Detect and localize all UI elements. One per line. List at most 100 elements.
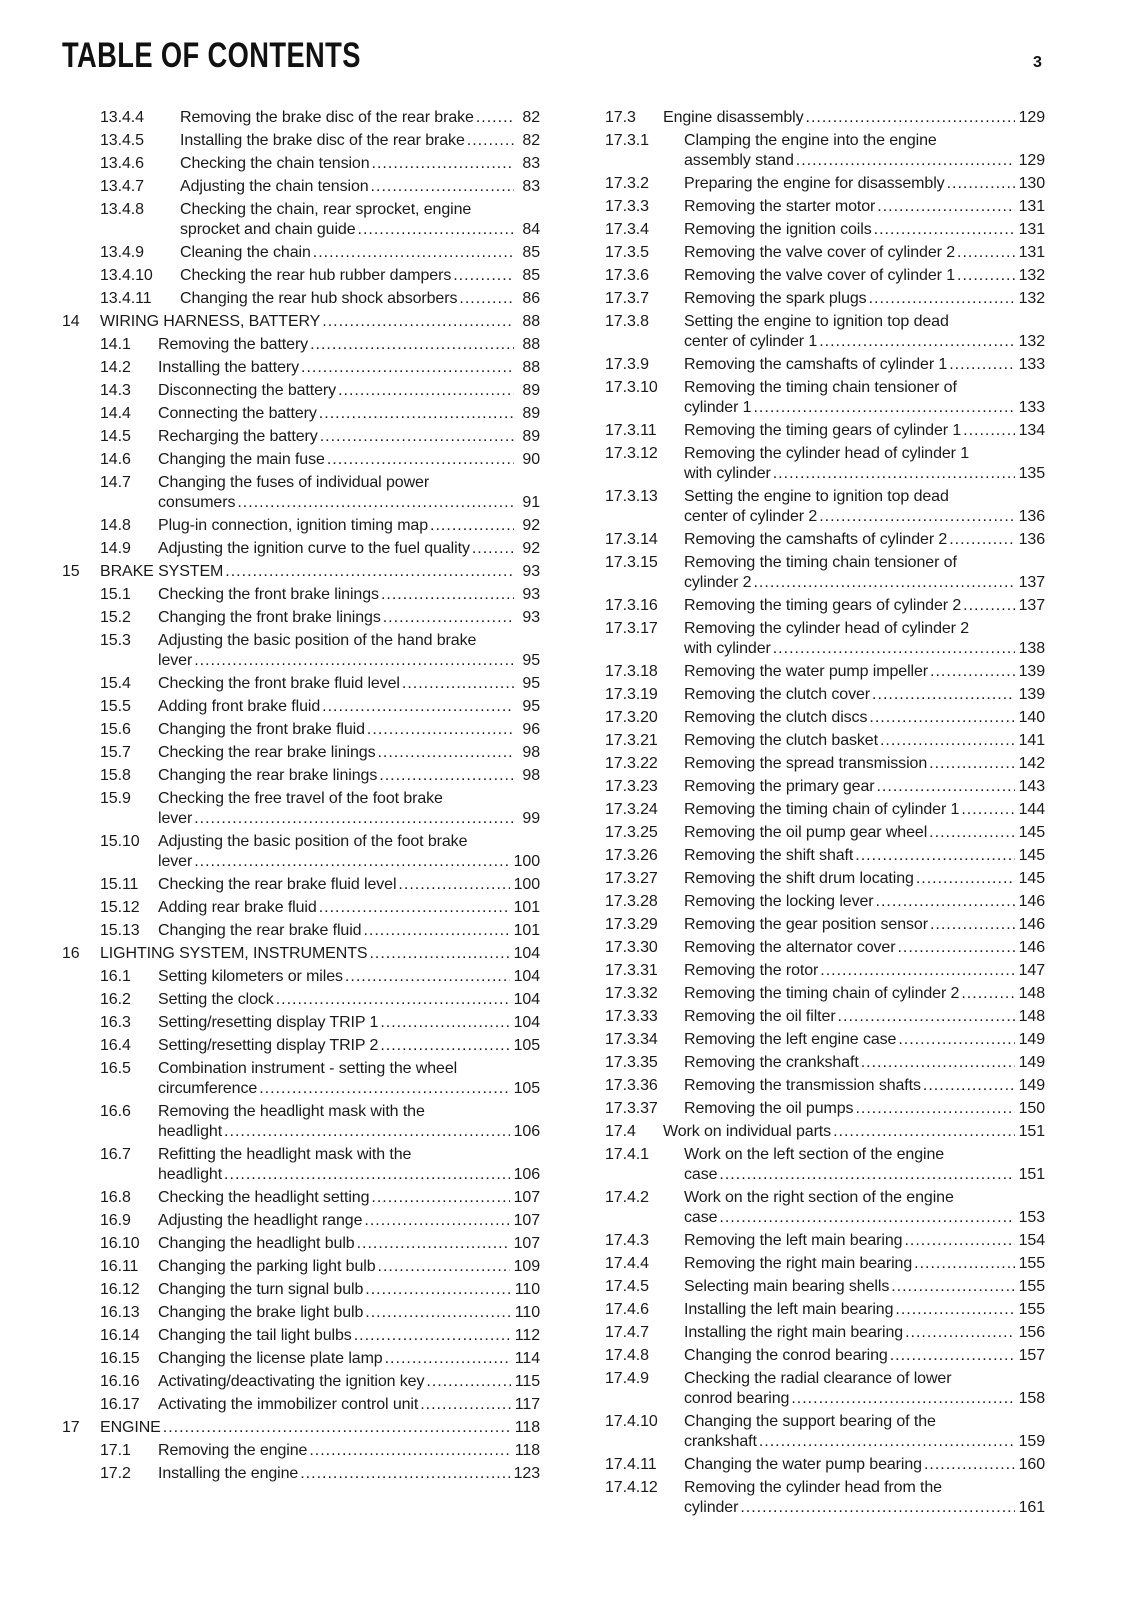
toc-entry[interactable]: 14.3 Disconnecting the battery 89 xyxy=(60,381,540,401)
toc-entry[interactable]: 17.3.10 Removing the timing chain tension… xyxy=(603,378,1045,418)
toc-entry[interactable]: 17.3.14 Removing the camshafts of cylinde… xyxy=(603,530,1045,550)
toc-entry[interactable]: 17.3.17 Removing the cylinder head of cyl… xyxy=(603,619,1045,659)
toc-entry[interactable]: 17.3.36 Removing the transmission shafts 1… xyxy=(603,1076,1045,1096)
toc-entry[interactable]: 16.9 Adjusting the headlight range 107 xyxy=(60,1211,540,1231)
toc-entry[interactable]: 17.3.33 Removing the oil filter 148 xyxy=(603,1007,1045,1027)
toc-entry[interactable]: 16 LIGHTING SYSTEM, INSTRUMENTS 104 xyxy=(60,944,540,964)
toc-entry[interactable]: 17.3.8 Setting the engine to ignition top… xyxy=(603,312,1045,352)
toc-entry[interactable]: 16.2 Setting the clock 104 xyxy=(60,990,540,1010)
toc-entry[interactable]: 17.3.5 Removing the valve cover of cylind… xyxy=(603,243,1045,263)
toc-entry[interactable]: 17.3.11 Removing the timing gears of cyli… xyxy=(603,421,1045,441)
toc-entry[interactable]: 17.3.32 Removing the timing chain of cyli… xyxy=(603,984,1045,1004)
toc-entry[interactable]: 17.4.1 Work on the left section of the en… xyxy=(603,1145,1045,1185)
toc-entry[interactable]: 14.5 Recharging the battery 89 xyxy=(60,427,540,447)
toc-entry[interactable]: 15.4 Checking the front brake fluid level… xyxy=(60,674,540,694)
toc-entry[interactable]: 14.7 Changing the fuses of individual pow… xyxy=(60,473,540,513)
toc-entry[interactable]: 17.3.24 Removing the timing chain of cyli… xyxy=(603,800,1045,820)
toc-entry[interactable]: 17.3.23 Removing the primary gear 143 xyxy=(603,777,1045,797)
toc-entry[interactable]: 16.15 Changing the license plate lamp 114 xyxy=(60,1349,540,1369)
toc-entry[interactable]: 16.4 Setting/resetting display TRIP 2 105 xyxy=(60,1036,540,1056)
toc-entry[interactable]: 17.3.20 Removing the clutch discs 140 xyxy=(603,708,1045,728)
toc-entry[interactable]: 16.16 Activating/deactivating the ignitio… xyxy=(60,1372,540,1392)
toc-entry[interactable]: 17.3.28 Removing the locking lever 146 xyxy=(603,892,1045,912)
toc-entry[interactable]: 14.8 Plug-in connection, ignition timing … xyxy=(60,516,540,536)
toc-entry[interactable]: 14.4 Connecting the battery 89 xyxy=(60,404,540,424)
toc-entry[interactable]: 17.3.27 Removing the shift drum locating 1… xyxy=(603,869,1045,889)
toc-entry[interactable]: 17.4.7 Installing the right main bearing 1… xyxy=(603,1323,1045,1343)
toc-entry[interactable]: 17.3.12 Removing the cylinder head of cyl… xyxy=(603,444,1045,484)
toc-entry[interactable]: 13.4.5 Installing the brake disc of the r… xyxy=(60,131,540,151)
toc-entry[interactable]: 17.3.34 Removing the left engine case 149 xyxy=(603,1030,1045,1050)
toc-entry[interactable]: 15.2 Changing the front brake linings 93 xyxy=(60,608,540,628)
toc-entry[interactable]: 13.4.7 Adjusting the chain tension 83 xyxy=(60,177,540,197)
toc-entry[interactable]: 15.5 Adding front brake fluid 95 xyxy=(60,697,540,717)
toc-entry[interactable]: 17.3.1 Clamping the engine into the engin… xyxy=(603,131,1045,171)
toc-entry[interactable]: 17.4.4 Removing the right main bearing 155 xyxy=(603,1254,1045,1274)
toc-entry[interactable]: 17.3.3 Removing the starter motor 131 xyxy=(603,197,1045,217)
toc-entry[interactable]: 16.6 Removing the headlight mask with the… xyxy=(60,1102,540,1142)
toc-entry[interactable]: 15.3 Adjusting the basic position of the … xyxy=(60,631,540,671)
toc-entry[interactable]: 15.7 Checking the rear brake linings 98 xyxy=(60,743,540,763)
toc-entry[interactable]: 17.3.31 Removing the rotor 147 xyxy=(603,961,1045,981)
toc-entry[interactable]: 15 BRAKE SYSTEM 93 xyxy=(60,562,540,582)
toc-entry[interactable]: 17.3.15 Removing the timing chain tension… xyxy=(603,553,1045,593)
toc-entry[interactable]: 17.3.29 Removing the gear position sensor… xyxy=(603,915,1045,935)
toc-entry[interactable]: 14.2 Installing the battery 88 xyxy=(60,358,540,378)
toc-entry[interactable]: 17.3.6 Removing the valve cover of cylind… xyxy=(603,266,1045,286)
toc-entry[interactable]: 16.8 Checking the headlight setting 107 xyxy=(60,1188,540,1208)
toc-entry[interactable]: 17.1 Removing the engine 118 xyxy=(60,1441,540,1461)
toc-entry[interactable]: 17.3.18 Removing the water pump impeller 1… xyxy=(603,662,1045,682)
toc-entry[interactable]: 14 WIRING HARNESS, BATTERY 88 xyxy=(60,312,540,332)
toc-entry[interactable]: 16.12 Changing the turn signal bulb 110 xyxy=(60,1280,540,1300)
toc-entry[interactable]: 17.3.26 Removing the shift shaft 145 xyxy=(603,846,1045,866)
toc-entry[interactable]: 14.9 Adjusting the ignition curve to the … xyxy=(60,539,540,559)
toc-entry[interactable]: 13.4.6 Checking the chain tension 83 xyxy=(60,154,540,174)
toc-entry[interactable]: 17.3.37 Removing the oil pumps 150 xyxy=(603,1099,1045,1119)
toc-entry[interactable]: 17.3.4 Removing the ignition coils 131 xyxy=(603,220,1045,240)
toc-entry[interactable]: 17.4.9 Checking the radial clearance of l… xyxy=(603,1369,1045,1409)
toc-entry[interactable]: 16.5 Combination instrument - setting the… xyxy=(60,1059,540,1099)
toc-entry[interactable]: 15.12 Adding rear brake fluid 101 xyxy=(60,898,540,918)
toc-entry[interactable]: 17.3.2 Preparing the engine for disassemb… xyxy=(603,174,1045,194)
toc-entry[interactable]: 17.3.35 Removing the crankshaft 149 xyxy=(603,1053,1045,1073)
toc-entry[interactable]: 17.4.2 Work on the right section of the e… xyxy=(603,1188,1045,1228)
toc-entry[interactable]: 15.13 Changing the rear brake fluid 101 xyxy=(60,921,540,941)
toc-entry[interactable]: 13.4.9 Cleaning the chain 85 xyxy=(60,243,540,263)
toc-entry[interactable]: 17 ENGINE 118 xyxy=(60,1418,540,1438)
toc-entry[interactable]: 17.3.22 Removing the spread transmission 1… xyxy=(603,754,1045,774)
toc-entry[interactable]: 16.10 Changing the headlight bulb 107 xyxy=(60,1234,540,1254)
toc-entry[interactable]: 17.4.12 Removing the cylinder head from t… xyxy=(603,1478,1045,1518)
toc-entry[interactable]: 16.17 Activating the immobilizer control … xyxy=(60,1395,540,1415)
toc-entry[interactable]: 15.8 Changing the rear brake linings 98 xyxy=(60,766,540,786)
toc-entry[interactable]: 17.3.7 Removing the spark plugs 132 xyxy=(603,289,1045,309)
toc-entry[interactable]: 17.4.11 Changing the water pump bearing 16… xyxy=(603,1455,1045,1475)
toc-entry[interactable]: 17.3.19 Removing the clutch cover 139 xyxy=(603,685,1045,705)
toc-entry[interactable]: 16.13 Changing the brake light bulb 110 xyxy=(60,1303,540,1323)
toc-entry[interactable]: 17.3.13 Setting the engine to ignition to… xyxy=(603,487,1045,527)
toc-entry[interactable]: 13.4.4 Removing the brake disc of the rea… xyxy=(60,108,540,128)
toc-entry[interactable]: 17.4.10 Changing the support bearing of t… xyxy=(603,1412,1045,1452)
toc-entry[interactable]: 17.3.16 Removing the timing gears of cyli… xyxy=(603,596,1045,616)
toc-entry[interactable]: 15.10 Adjusting the basic position of the… xyxy=(60,832,540,872)
toc-entry[interactable]: 16.3 Setting/resetting display TRIP 1 104 xyxy=(60,1013,540,1033)
toc-entry[interactable]: 15.6 Changing the front brake fluid 96 xyxy=(60,720,540,740)
toc-entry[interactable]: 13.4.11 Changing the rear hub shock absor… xyxy=(60,289,540,309)
toc-entry[interactable]: 13.4.10 Checking the rear hub rubber damp… xyxy=(60,266,540,286)
toc-entry[interactable]: 17.3.21 Removing the clutch basket 141 xyxy=(603,731,1045,751)
toc-entry[interactable]: 16.7 Refitting the headlight mask with th… xyxy=(60,1145,540,1185)
toc-entry[interactable]: 14.1 Removing the battery 88 xyxy=(60,335,540,355)
toc-entry[interactable]: 15.9 Checking the free travel of the foot… xyxy=(60,789,540,829)
toc-entry[interactable]: 17.4.3 Removing the left main bearing 154 xyxy=(603,1231,1045,1251)
toc-entry[interactable]: 15.1 Checking the front brake linings 93 xyxy=(60,585,540,605)
toc-entry[interactable]: 17.4 Work on individual parts 151 xyxy=(603,1122,1045,1142)
toc-entry[interactable]: 17.3.25 Removing the oil pump gear wheel 1… xyxy=(603,823,1045,843)
toc-entry[interactable]: 14.6 Changing the main fuse 90 xyxy=(60,450,540,470)
toc-entry[interactable]: 17.4.6 Installing the left main bearing 15… xyxy=(603,1300,1045,1320)
toc-entry[interactable]: 17.3.30 Removing the alternator cover 146 xyxy=(603,938,1045,958)
toc-entry[interactable]: 17.3.9 Removing the camshafts of cylinder… xyxy=(603,355,1045,375)
toc-entry[interactable]: 17.4.5 Selecting main bearing shells 155 xyxy=(603,1277,1045,1297)
toc-entry[interactable]: 17.3 Engine disassembly 129 xyxy=(603,108,1045,128)
toc-entry[interactable]: 16.1 Setting kilometers or miles 104 xyxy=(60,967,540,987)
toc-entry[interactable]: 13.4.8 Checking the chain, rear sprocket,… xyxy=(60,200,540,240)
toc-entry[interactable]: 17.4.8 Changing the conrod bearing 157 xyxy=(603,1346,1045,1366)
